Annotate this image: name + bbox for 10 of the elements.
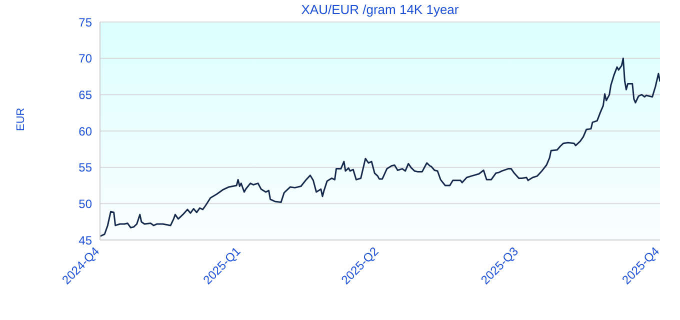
line-series <box>100 58 660 238</box>
y-tick-label: 65 <box>78 88 92 102</box>
y-tick-label: 70 <box>78 52 92 66</box>
y-tick-label: 45 <box>78 233 92 248</box>
y-tick-label: 50 <box>78 196 92 211</box>
y-tick-label: 75 <box>78 15 92 30</box>
y-tick-label: 60 <box>78 124 92 138</box>
y-tick-label: 55 <box>78 160 92 175</box>
chart-title: XAU/EUR /gram 14K 1year <box>300 2 460 17</box>
y-axis-title: EUR <box>14 108 27 131</box>
